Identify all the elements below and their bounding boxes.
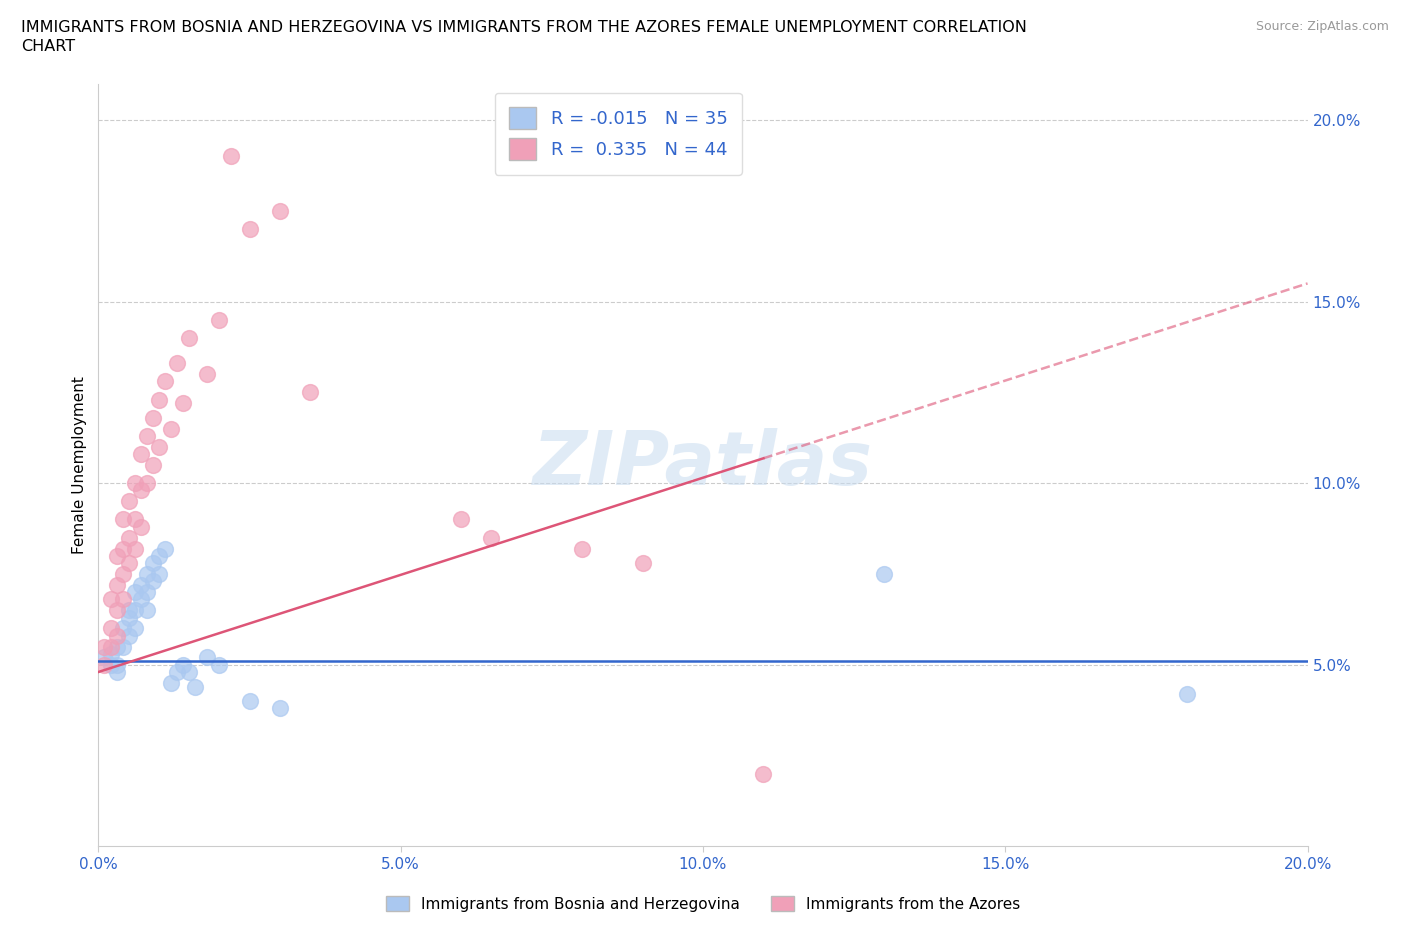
Point [166,665,188,680]
Point [184,679,207,694]
Point [129,446,152,461]
Point [153,374,176,389]
Point [752,766,775,781]
Point [153,541,176,556]
Point [148,392,170,407]
Point [873,566,896,581]
Point [111,566,134,581]
Text: Source: ZipAtlas.com: Source: ZipAtlas.com [1256,20,1389,33]
Point [208,658,231,672]
Point [118,530,141,545]
Point [450,512,472,527]
Point [172,396,194,411]
Point [100,621,122,636]
Point [105,658,128,672]
Point [105,665,128,680]
Point [100,591,122,606]
Point [179,665,201,680]
Point [135,429,157,444]
Point [105,629,128,644]
Point [111,591,134,606]
Point [111,512,134,527]
Legend: R = -0.015   N = 35, R =  0.335   N = 44: R = -0.015 N = 35, R = 0.335 N = 44 [495,93,742,175]
Point [105,549,128,564]
Point [142,410,165,425]
Point [118,629,141,644]
Point [105,639,128,654]
Point [118,603,141,618]
Point [142,574,165,589]
Point [124,621,146,636]
Point [129,578,152,592]
Point [148,549,170,564]
Point [111,541,134,556]
Point [148,566,170,581]
Point [129,483,152,498]
Point [160,675,183,690]
Point [105,603,128,618]
Point [269,701,291,716]
Text: ZIPatlas: ZIPatlas [533,429,873,501]
Point [195,366,218,381]
Point [111,639,134,654]
Point [129,591,152,606]
Point [105,578,128,592]
Point [142,458,165,472]
Point [1175,686,1198,701]
Point [118,555,141,570]
Text: CHART: CHART [21,39,75,54]
Point [124,476,146,491]
Point [93,639,115,654]
Point [481,530,503,545]
Point [135,585,157,600]
Point [111,621,134,636]
Point [299,385,322,400]
Point [124,541,146,556]
Point [93,650,115,665]
Point [195,650,218,665]
Point [571,541,593,556]
Point [135,566,157,581]
Point [269,204,291,219]
Point [100,639,122,654]
Point [135,476,157,491]
Point [100,658,122,672]
Point [100,646,122,661]
Point [118,610,141,625]
Y-axis label: Female Unemployment: Female Unemployment [72,376,87,554]
Point [160,421,183,436]
Point [118,494,141,509]
Point [135,603,157,618]
Point [239,694,262,709]
Point [631,555,654,570]
Text: IMMIGRANTS FROM BOSNIA AND HERZEGOVINA VS IMMIGRANTS FROM THE AZORES FEMALE UNEM: IMMIGRANTS FROM BOSNIA AND HERZEGOVINA V… [21,20,1026,35]
Point [142,555,165,570]
Legend: Immigrants from Bosnia and Herzegovina, Immigrants from the Azores: Immigrants from Bosnia and Herzegovina, … [380,889,1026,918]
Point [93,658,115,672]
Point [124,603,146,618]
Point [221,149,243,164]
Point [239,221,262,236]
Point [166,356,188,371]
Point [179,330,201,345]
Point [129,519,152,534]
Point [124,585,146,600]
Point [148,439,170,454]
Point [172,658,194,672]
Point [208,312,231,327]
Point [124,512,146,527]
